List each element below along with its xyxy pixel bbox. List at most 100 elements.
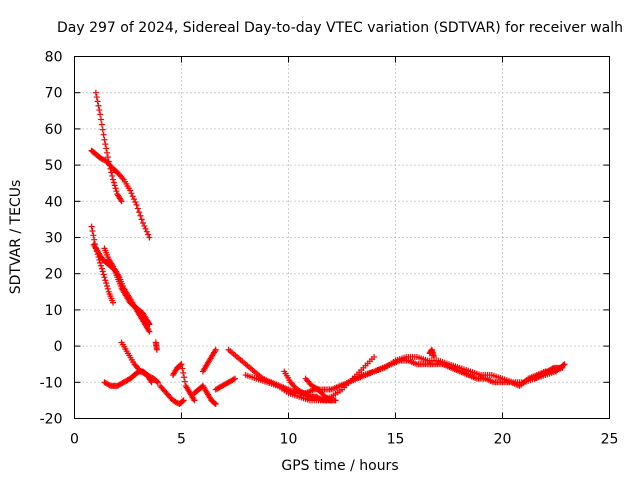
y-tick-label: 60 bbox=[45, 122, 63, 138]
data-point bbox=[212, 346, 219, 353]
data-point bbox=[154, 378, 161, 385]
data-point bbox=[133, 201, 140, 208]
data-point bbox=[371, 353, 378, 360]
data-point bbox=[90, 232, 97, 239]
data-point bbox=[99, 126, 106, 133]
data-point bbox=[97, 259, 104, 266]
series-arc-11 bbox=[191, 382, 219, 408]
data-point bbox=[191, 397, 198, 404]
data-point bbox=[146, 328, 153, 335]
series-arc-8 bbox=[101, 368, 155, 389]
x-axis-title: GPS time / hours bbox=[281, 458, 398, 474]
y-tick-label: 20 bbox=[45, 267, 63, 283]
y-axis-title: SDTVAR / TECUs bbox=[8, 180, 24, 295]
series-arc-10 bbox=[169, 361, 198, 404]
series-arc-5 bbox=[101, 245, 153, 328]
x-tick-label: 25 bbox=[601, 432, 619, 448]
x-tick-label: 20 bbox=[494, 432, 512, 448]
data-point bbox=[93, 94, 100, 101]
y-tick-label: 80 bbox=[45, 50, 63, 66]
data-point bbox=[153, 346, 160, 353]
data-point bbox=[180, 369, 187, 376]
data-point bbox=[110, 299, 117, 306]
data-point bbox=[100, 271, 107, 278]
data-point bbox=[127, 187, 134, 194]
data-point bbox=[128, 190, 135, 197]
data-point bbox=[112, 185, 119, 192]
data-point bbox=[212, 401, 219, 408]
data-point bbox=[100, 131, 107, 138]
data-point bbox=[561, 361, 568, 368]
y-tick-label: -10 bbox=[40, 375, 63, 391]
data-point bbox=[180, 397, 187, 404]
data-point bbox=[138, 216, 145, 223]
x-tick-label: 15 bbox=[387, 432, 405, 448]
data-point bbox=[146, 234, 153, 241]
data-point bbox=[136, 209, 143, 216]
data-point bbox=[103, 280, 110, 287]
data-point bbox=[141, 222, 148, 229]
data-point bbox=[146, 321, 153, 328]
data-point bbox=[177, 361, 184, 368]
x-tick-label: 10 bbox=[280, 432, 298, 448]
data-point bbox=[104, 154, 111, 161]
data-point bbox=[109, 172, 116, 179]
series-arc-17 bbox=[302, 375, 335, 404]
data-point bbox=[129, 193, 136, 200]
data-point bbox=[148, 379, 155, 386]
grid bbox=[74, 56, 610, 419]
data-point bbox=[94, 98, 101, 105]
data-point bbox=[98, 116, 105, 123]
data-point bbox=[103, 145, 110, 152]
data-point bbox=[230, 376, 237, 383]
data-point bbox=[132, 199, 139, 206]
data-point bbox=[178, 361, 185, 368]
axis-ticks: 0 5 10 15 20 25 -20 -10 0 10 20 30 40 50 60 70 80 bbox=[40, 50, 619, 448]
y-tick-label: 50 bbox=[45, 158, 63, 174]
data-point bbox=[98, 265, 105, 272]
data-point bbox=[154, 379, 161, 386]
data-point bbox=[88, 223, 95, 230]
data-point bbox=[211, 400, 218, 407]
data-point bbox=[560, 361, 567, 368]
data-point bbox=[101, 274, 108, 281]
y-tick-label: 30 bbox=[45, 231, 63, 247]
data-point bbox=[179, 365, 186, 372]
data-point bbox=[142, 225, 149, 232]
chart-title: Day 297 of 2024, Sidereal Day-to-day VTE… bbox=[57, 20, 623, 36]
data-point bbox=[104, 285, 111, 292]
data-point bbox=[111, 182, 118, 189]
series-arc-13 bbox=[212, 375, 238, 393]
series-arc-18 bbox=[349, 353, 559, 386]
data-point bbox=[232, 375, 238, 382]
y-tick-label: 10 bbox=[45, 303, 63, 319]
series-arc-9 bbox=[157, 382, 187, 408]
y-tick-label: 70 bbox=[45, 86, 63, 102]
series-arc-6 bbox=[152, 339, 160, 353]
y-tick-label: 40 bbox=[45, 194, 63, 210]
data-point bbox=[101, 136, 108, 143]
data-point bbox=[134, 205, 141, 212]
series-arc-2 bbox=[88, 147, 153, 241]
data-point bbox=[104, 149, 111, 156]
data-point bbox=[91, 236, 98, 243]
data-point bbox=[130, 196, 137, 203]
series-arc-1 bbox=[92, 89, 125, 205]
data-point bbox=[143, 228, 150, 235]
data-point bbox=[431, 353, 438, 360]
data-point bbox=[145, 231, 152, 238]
data-point bbox=[92, 89, 99, 96]
data-point bbox=[181, 378, 188, 385]
data-point bbox=[97, 111, 104, 118]
data-point bbox=[118, 198, 125, 205]
data-point bbox=[181, 374, 188, 381]
data-points bbox=[88, 89, 568, 408]
x-tick-label: 0 bbox=[70, 432, 79, 448]
data-point bbox=[98, 121, 105, 128]
data-point bbox=[137, 212, 144, 219]
data-point bbox=[113, 188, 120, 195]
series-arc-20 bbox=[531, 361, 568, 382]
y-tick-label: 0 bbox=[54, 339, 63, 355]
